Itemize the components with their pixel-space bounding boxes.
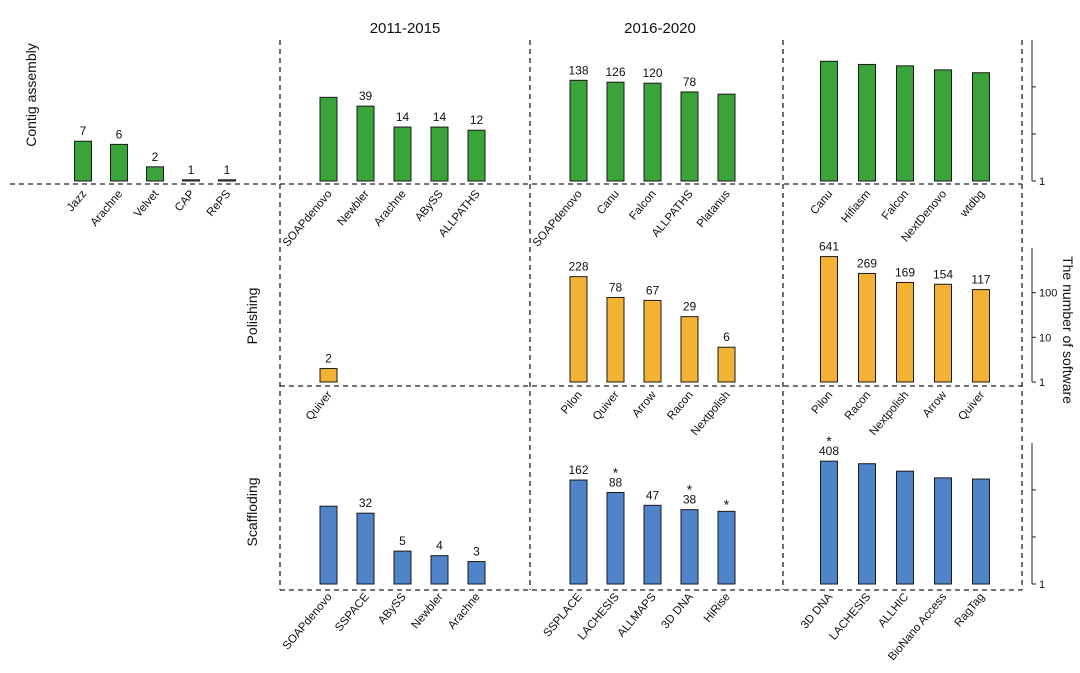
bar-value-label: 120 — [642, 66, 662, 80]
bar-polishing — [569, 276, 588, 383]
bar-polishing — [896, 281, 914, 383]
bar-scaffolding — [356, 512, 375, 585]
y-tick-label: 10 — [1039, 332, 1051, 344]
period-label-1: 2011-2015 — [370, 20, 441, 37]
bar-value-label: 78 — [609, 280, 623, 294]
bar-value-label: 88 — [609, 476, 623, 490]
bar-scaffolding — [896, 470, 914, 585]
bar-value-label: 6 — [723, 330, 730, 344]
bar-scaffolding — [569, 479, 588, 585]
bar-contig — [606, 81, 625, 182]
bar-value-label: 228 — [568, 260, 588, 274]
bar-value-label: 2 — [325, 352, 332, 366]
bar-value-label: 14 — [396, 110, 410, 124]
bar-value-label: 641 — [819, 240, 839, 254]
bar-value-label: 7 — [80, 124, 87, 138]
bar-scaffolding — [319, 505, 338, 585]
bar-contig — [717, 93, 736, 182]
y-tick-label: 1 — [1039, 579, 1045, 591]
bar-polishing — [820, 256, 838, 383]
bar-value-label: 67 — [646, 283, 660, 297]
bar-polishing — [319, 368, 338, 383]
row-label-scaffolding: Scaffloding — [244, 477, 260, 546]
bar-scaffolding — [934, 477, 952, 585]
bar-scaffolding — [643, 504, 662, 585]
bar-contig — [110, 143, 128, 182]
significance-star: * — [826, 433, 832, 449]
bar-value-label: 162 — [568, 463, 588, 477]
bar-contig — [569, 79, 588, 182]
bar-scaffolding — [606, 492, 625, 585]
bar-contig — [820, 60, 838, 182]
bar-contig — [218, 179, 236, 182]
bar-value-label: 408 — [819, 444, 839, 458]
y-axis-label: The number of software — [1060, 256, 1076, 404]
bar-value-label: 6 — [116, 127, 123, 141]
bar-polishing — [934, 283, 952, 383]
bar-contig — [858, 63, 876, 182]
row-label-contig: Contig assembly — [23, 43, 39, 147]
bar-value-label: 47 — [646, 488, 660, 502]
significance-star: * — [687, 482, 693, 498]
bar-contig — [430, 126, 449, 182]
bar-scaffolding — [858, 463, 876, 585]
right-log-axes: 1 100 10 1 1 — [1031, 40, 1057, 591]
bar-contig — [393, 126, 412, 182]
bar-contig — [356, 105, 375, 182]
bar-value-label: 154 — [933, 267, 953, 281]
bar-value-label: 32 — [359, 496, 373, 510]
y-tick-label: 100 — [1039, 288, 1057, 300]
bar-scaffolding — [680, 509, 699, 585]
y-tick-label: 1 — [1039, 377, 1045, 389]
y-tick-label: 1 — [1039, 176, 1045, 188]
bar-value-label: 117 — [971, 273, 990, 287]
significance-star: * — [613, 465, 619, 481]
bar-value-label: 78 — [683, 75, 697, 89]
bar-scaffolding — [467, 561, 486, 585]
bar-polishing — [680, 316, 699, 383]
bar-value-label: 126 — [605, 65, 625, 79]
bar-contig — [182, 179, 200, 182]
bar-value-label: 2 — [152, 150, 159, 164]
bar-contig — [896, 65, 914, 182]
bar-polishing — [606, 296, 625, 383]
bar-polishing — [972, 289, 990, 383]
bar-scaffolding — [393, 550, 412, 585]
bar-value-label: 39 — [359, 89, 373, 103]
bar-value-label: 29 — [683, 300, 697, 314]
bar-contig — [934, 69, 952, 182]
bar-contig — [643, 82, 662, 182]
period-label-2: 2016-2020 — [624, 20, 696, 37]
bar-value-label: 38 — [683, 493, 697, 507]
bar-value-label: 269 — [857, 256, 877, 270]
bar-polishing — [858, 272, 876, 383]
bar-value-label: 169 — [895, 265, 915, 279]
bar-contig — [972, 72, 990, 182]
bar-scaffolding — [820, 460, 838, 585]
bar-value-label: 14 — [433, 110, 447, 124]
bar-value-label: 138 — [568, 63, 588, 77]
bar-contig — [74, 140, 92, 182]
significance-star: * — [724, 496, 730, 512]
bar-contig — [467, 129, 486, 182]
bar-value-label: 1 — [224, 163, 231, 177]
bar-contig — [319, 96, 338, 182]
bar-scaffolding — [972, 478, 990, 585]
bar-value-label: 12 — [470, 113, 484, 127]
bar-value-label: 3 — [473, 545, 480, 559]
bar-polishing — [717, 346, 736, 383]
bar-scaffolding — [430, 555, 449, 585]
bar-value-label: 4 — [436, 539, 443, 553]
row-label-polishing: Polishing — [244, 288, 260, 345]
bar-contig — [680, 91, 699, 182]
bar-scaffolding — [717, 510, 736, 585]
panel-divider-lines — [10, 40, 1023, 591]
bar-polishing — [643, 299, 662, 383]
bar-contig — [146, 166, 164, 182]
bar-value-label: 5 — [399, 534, 406, 548]
bar-value-label: 1 — [188, 163, 195, 177]
